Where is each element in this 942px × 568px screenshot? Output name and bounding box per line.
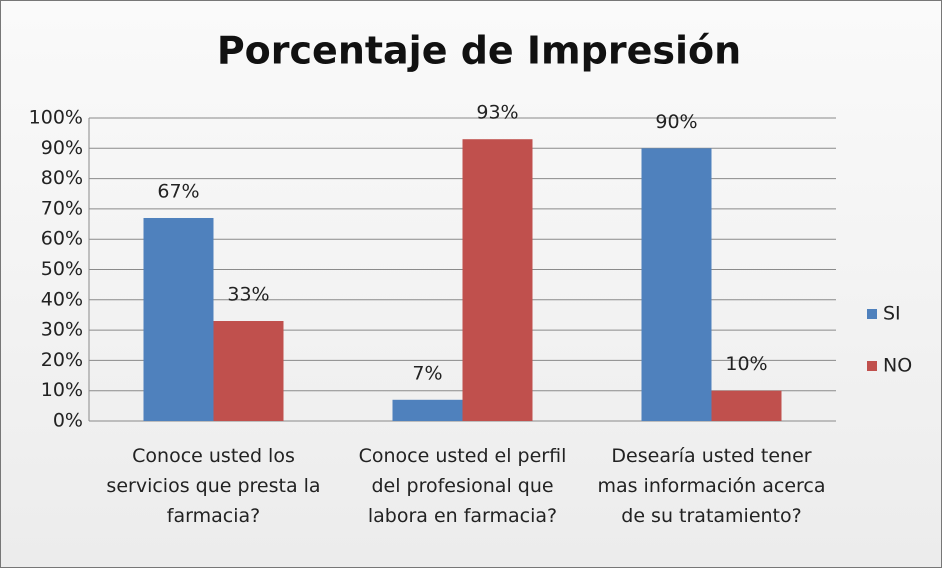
bar bbox=[711, 390, 782, 421]
y-tick-label: 90% bbox=[41, 137, 83, 159]
y-tick-label: 80% bbox=[41, 167, 83, 189]
bar bbox=[143, 217, 214, 421]
data-label: 90% bbox=[655, 111, 697, 133]
x-tick-label: Desearía usted tener mas información ace… bbox=[597, 445, 826, 527]
y-tick-label: 100% bbox=[29, 107, 83, 129]
legend-swatch bbox=[867, 309, 877, 319]
y-tick-label: 60% bbox=[41, 228, 83, 250]
chart-title: Porcentaje de Impresión bbox=[217, 29, 741, 73]
y-tick-label: 10% bbox=[41, 379, 83, 401]
y-tick-label: 30% bbox=[41, 319, 83, 341]
x-tick-label: Conoce usted los servicios que presta la… bbox=[106, 445, 321, 527]
x-tick-label: Conoce usted el perfil del profesional q… bbox=[358, 445, 567, 527]
y-tick-label: 20% bbox=[41, 349, 83, 371]
data-label: 7% bbox=[412, 362, 442, 384]
y-tick-label: 40% bbox=[41, 288, 83, 310]
y-tick-label: 70% bbox=[41, 197, 83, 219]
legend-swatch bbox=[867, 361, 877, 371]
y-tick-label: 50% bbox=[41, 258, 83, 280]
data-label: 33% bbox=[227, 284, 269, 306]
bar bbox=[462, 139, 533, 421]
bar bbox=[641, 148, 712, 422]
y-tick-label: 0% bbox=[53, 410, 83, 432]
bar bbox=[392, 399, 463, 421]
data-label: 67% bbox=[157, 180, 199, 202]
data-label: 10% bbox=[725, 353, 767, 375]
bar bbox=[213, 321, 284, 421]
legend-label: SI bbox=[883, 303, 901, 325]
data-label: 93% bbox=[476, 102, 518, 124]
legend-label: NO bbox=[883, 355, 912, 377]
